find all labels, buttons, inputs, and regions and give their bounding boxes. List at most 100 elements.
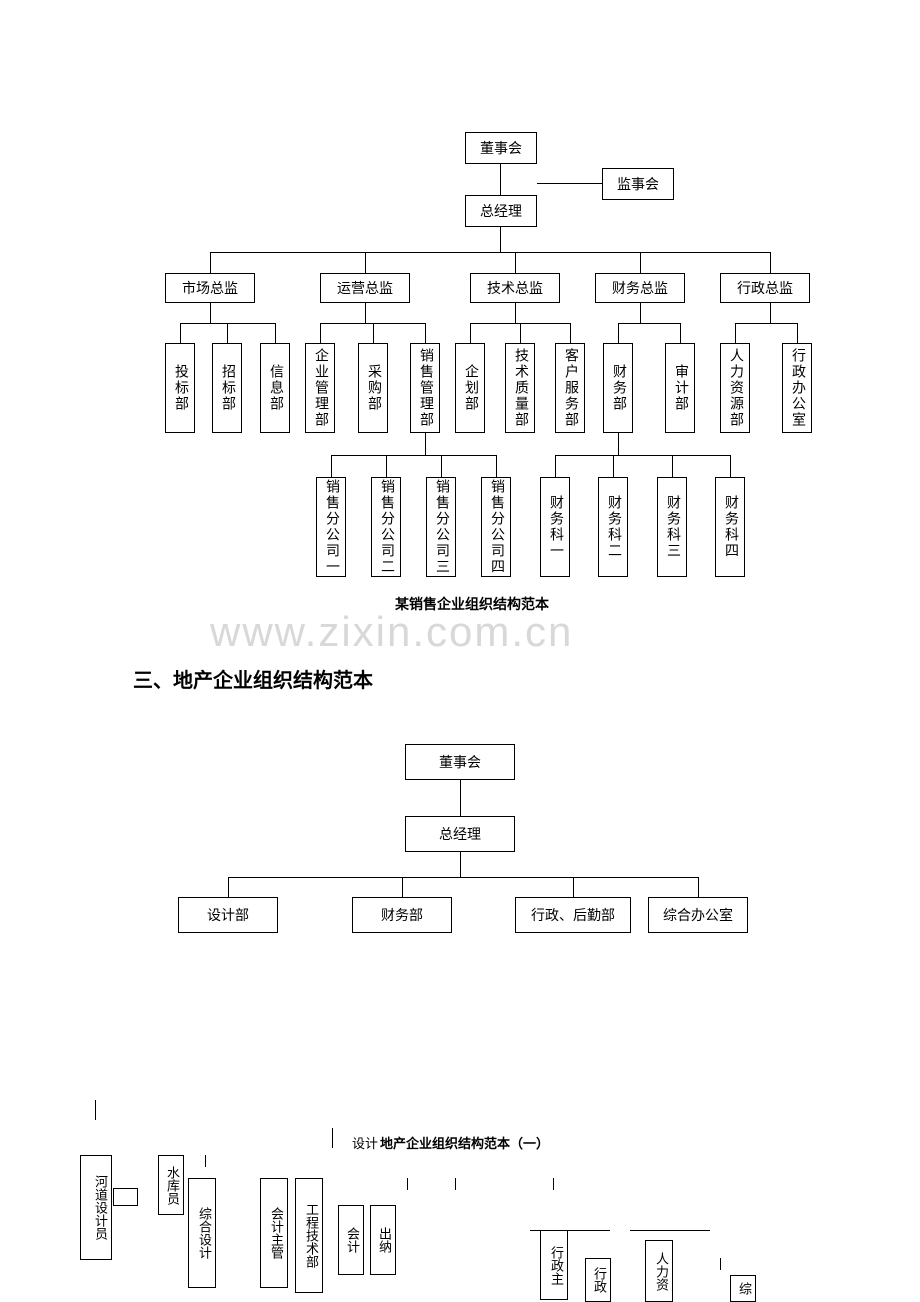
connector-line [720,1258,721,1270]
node-dir-ops: 运营总监 [320,273,410,303]
node-supervisory: 监事会 [602,168,674,200]
node-sub: 财务科三 [657,477,687,577]
node-dept: 客户服务部 [555,343,585,433]
node2-dept: 财务部 [352,897,452,933]
connector-line [320,323,321,343]
node-dept: 招标部 [212,343,242,433]
node-board: 董事会 [465,132,537,164]
connector-line [618,323,680,324]
node2-gm: 总经理 [405,816,515,852]
frag-box: 行政主 [540,1230,568,1300]
node-dept: 信息部 [260,343,290,433]
connector-line [573,877,574,897]
frag-box: 水库员 [158,1155,184,1215]
node-sub: 财务科一 [540,477,570,577]
connector-line [515,303,516,323]
frag-box: 综合设计 [188,1178,216,1288]
connector-line [365,303,366,323]
node-dept: 企业管理部 [305,343,335,433]
connector-line [425,433,426,455]
connector-line [570,323,571,343]
connector-line [95,1100,96,1120]
chart2-caption-prefix: 设计 [352,1133,378,1152]
node-dept: 投标部 [165,343,195,433]
frag-box: 会计主管 [260,1178,288,1288]
connector-line [210,252,211,273]
watermark-text: www.zixin.com.cn [210,608,573,656]
frag-box: 人力资 [645,1240,673,1302]
node-sub: 销售分公司三 [426,477,456,577]
node2-dept: 综合办公室 [648,897,748,933]
node-dir-market: 市场总监 [165,273,255,303]
connector-line [630,1230,710,1231]
connector-line [180,323,181,343]
node-dept: 审计部 [665,343,695,433]
frag-box: 行政 [585,1258,611,1302]
connector-line [275,323,276,343]
connector-line [210,252,770,253]
node-dept: 技术质量部 [505,343,535,433]
connector-line [407,1178,408,1190]
frag-box: 出纳 [370,1205,396,1275]
connector-line [460,780,461,816]
connector-line [332,1128,333,1148]
connector-line [386,455,387,477]
node-sub: 销售分公司二 [371,477,401,577]
connector-line [500,164,501,195]
section-heading: 三、地产企业组织结构范本 [133,664,373,693]
node-dept: 人力资源部 [720,343,750,433]
frag-box: 工程技术部 [295,1178,323,1293]
node-dept: 企划部 [455,343,485,433]
node-dir-fin: 财务总监 [595,273,685,303]
connector-line [496,455,497,477]
connector-line [365,252,366,273]
connector-line [672,455,673,477]
frag-box: 河道设计员 [80,1155,112,1260]
connector-line [402,877,403,897]
connector-line [205,1155,206,1167]
node-sub: 销售分公司四 [481,477,511,577]
node2-dept: 设计部 [178,897,278,933]
node-dept: 行政办公室 [782,343,812,433]
connector-line [698,877,699,897]
connector-line [331,455,496,456]
connector-line [460,852,461,877]
node-sub: 财务科二 [598,477,628,577]
node2-dept: 行政、后勤部 [515,897,631,933]
chart2-caption: 地产企业组织结构范本（一） [380,1133,549,1152]
node-dir-tech: 技术总监 [470,273,560,303]
connector-line [640,303,641,323]
frag-stub [113,1188,138,1206]
connector-line [441,455,442,477]
connector-line [537,183,602,184]
connector-line [515,252,516,273]
connector-line [373,323,374,343]
connector-line [500,227,501,252]
connector-line [331,455,332,477]
node-gm: 总经理 [465,195,537,227]
connector-line [730,455,731,477]
frag-box: 会计 [338,1205,364,1275]
connector-line [640,252,641,273]
connector-line [228,877,229,897]
connector-line [553,1178,554,1190]
connector-line [618,323,619,343]
connector-line [797,323,798,343]
connector-line [228,877,698,878]
connector-line [520,323,521,343]
node-dept: 财务部 [603,343,633,433]
node-dir-admin: 行政总监 [720,273,810,303]
connector-line [470,323,471,343]
connector-line [455,1178,456,1190]
connector-line [613,455,614,477]
connector-line [555,455,556,477]
page: 董事会 监事会 总经理 市场总监 运营总监 技术总监 财务总监 行政总监 投标部… [0,0,920,1302]
node-sub: 销售分公司一 [316,477,346,577]
node2-board: 董事会 [405,744,515,780]
connector-line [227,323,228,343]
connector-line [770,303,771,323]
connector-line [210,303,211,323]
connector-line [425,323,426,343]
connector-line [735,323,797,324]
node-dept: 销售管理部 [410,343,440,433]
